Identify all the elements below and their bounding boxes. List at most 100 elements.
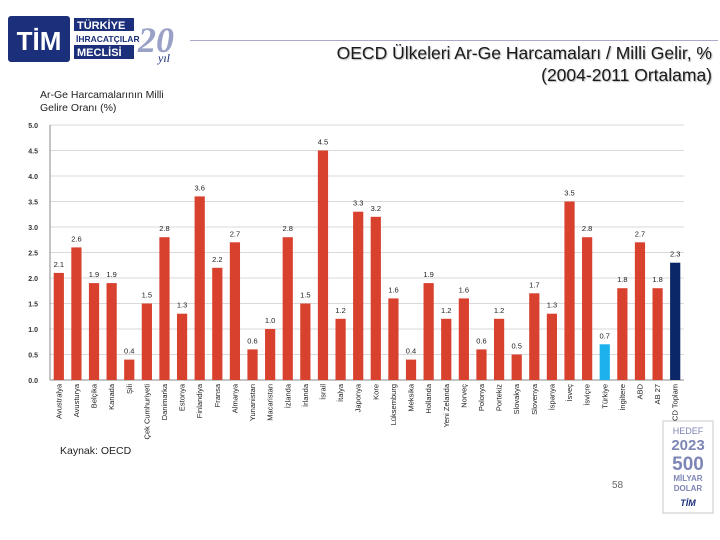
bar (229, 242, 241, 380)
x-tick-label: İspanya (547, 383, 556, 410)
title-line-2: (2004-2011 Ortalama) (541, 65, 712, 85)
bar (212, 267, 223, 380)
x-tick-label: Türkiye (600, 384, 609, 409)
data-label: 0.6 (476, 336, 486, 345)
y-tick-label: 1.0 (28, 327, 38, 334)
data-label: 4.5 (318, 138, 328, 147)
bar (582, 237, 593, 380)
data-label: 2.8 (283, 224, 293, 233)
bar (176, 313, 188, 380)
data-label: 1.9 (106, 270, 116, 279)
data-label: 1.8 (617, 275, 627, 284)
bar (388, 298, 399, 380)
x-tick-label: OECD Toplam (671, 384, 680, 432)
data-label: 1.6 (388, 285, 398, 294)
x-tick-label: Belçika (90, 383, 99, 408)
bar (282, 237, 293, 380)
x-tick-label: Finlandiya (195, 383, 204, 418)
y-tick-label: 3.5 (28, 200, 38, 207)
x-tick-label: Danimarka (160, 383, 169, 420)
bar (652, 288, 663, 380)
bar (88, 283, 100, 380)
x-tick-label: Lüksemburg (389, 384, 398, 425)
data-label: 0.7 (600, 331, 610, 340)
data-label: 2.2 (212, 255, 222, 264)
x-tick-label: ABD (635, 383, 644, 399)
y-tick-label: 3.0 (28, 225, 38, 232)
x-tick-label: Yunanistan (248, 384, 257, 421)
badge-line-4: MİLYAR (673, 474, 702, 483)
bar (511, 354, 522, 380)
bar (441, 318, 452, 380)
y-tick-label: 2.0 (28, 276, 38, 283)
bar (670, 262, 681, 380)
data-label: 0.5 (511, 342, 521, 351)
bar (493, 318, 505, 380)
logo-line2: İHRACATÇILAR (76, 34, 140, 44)
data-label: 2.1 (54, 260, 64, 269)
bar (634, 242, 646, 380)
data-label: 1.2 (494, 306, 504, 315)
data-label: 1.3 (177, 301, 187, 310)
data-label: 2.8 (159, 224, 169, 233)
bar (458, 298, 469, 380)
x-tick-label: Estonya (178, 383, 187, 411)
x-tick-label: Avusturya (72, 383, 81, 417)
x-tick-label: Portekiz (495, 384, 504, 411)
bar (405, 359, 417, 380)
data-label: 0.4 (406, 347, 416, 356)
logo-anniversary-suffix: yıl (157, 51, 171, 65)
data-label: 3.2 (371, 204, 381, 213)
x-tick-label: Norveç (459, 384, 468, 408)
x-tick-label: İsviçre (583, 384, 592, 406)
y-tick-label: 5.0 (28, 123, 38, 130)
bar (159, 237, 170, 380)
x-tick-label: Hollanda (424, 383, 433, 413)
bar (71, 247, 82, 380)
data-label: 3.5 (564, 189, 574, 198)
hedef-2023-badge: HEDEF 2023 500 MİLYAR DOLAR TİM (662, 420, 714, 514)
bar (53, 272, 64, 380)
x-tick-label: İzlanda (283, 383, 292, 408)
slide-title: OECD Ülkeleri Ar-Ge Harcamaları / Milli … (250, 42, 712, 86)
data-label: 2.6 (71, 234, 81, 243)
data-label: 1.2 (335, 306, 345, 315)
data-label: 1.6 (459, 285, 469, 294)
data-label: 1.7 (529, 280, 539, 289)
badge-line-3: 500 (672, 454, 704, 475)
y-tick-label: 2.5 (28, 251, 38, 258)
data-label: 2.7 (635, 229, 645, 238)
logo-line3: MECLİSİ (77, 46, 122, 59)
x-tick-label: Slovakya (512, 383, 521, 414)
x-tick-label: İtalya (336, 383, 345, 402)
bar (529, 293, 540, 380)
bar (124, 359, 135, 380)
data-label: 1.3 (547, 301, 557, 310)
data-label: 2.8 (582, 224, 592, 233)
logo-anniversary: 20 (137, 20, 174, 60)
page-number: 58 (612, 480, 624, 491)
bar (599, 344, 610, 380)
badge-line-2: 2023 (671, 437, 704, 454)
header-divider (190, 40, 718, 41)
x-tick-label: Çek Cumhuriyeti (142, 384, 151, 440)
title-line-1: OECD Ülkeleri Ar-Ge Harcamaları / Milli … (336, 43, 712, 63)
bar (317, 150, 329, 380)
x-tick-label: Şili (125, 384, 134, 394)
badge-line-5: DOLAR (674, 484, 703, 493)
x-tick-label: İrlanda (301, 383, 310, 407)
data-label: 1.5 (300, 291, 310, 300)
y-tick-label: 0.0 (28, 378, 38, 385)
y-axis-title: Ar-Ge Harcamalarının Milli Gelire Oranı … (40, 89, 164, 114)
data-label: 2.7 (230, 229, 240, 238)
y-tick-label: 1.5 (28, 302, 38, 309)
bar (141, 303, 152, 380)
bar (370, 216, 381, 380)
data-label: 3.3 (353, 199, 363, 208)
data-label: 0.6 (247, 336, 257, 345)
bar (353, 211, 364, 380)
source-note: Kaynak: OECD (60, 445, 132, 457)
data-label: 1.5 (142, 291, 152, 300)
x-tick-label: Polonya (477, 383, 486, 411)
